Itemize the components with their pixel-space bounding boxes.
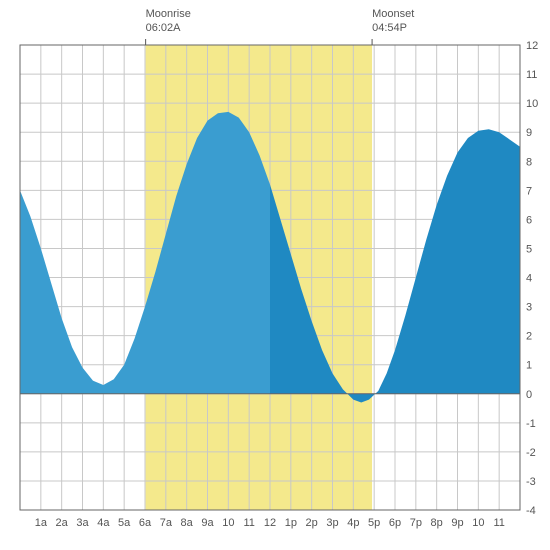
x-tick-label: 5a [118,517,131,529]
x-tick-label: 10 [222,517,234,529]
x-tick-label: 8p [431,517,443,529]
y-tick-label: -2 [526,447,536,459]
y-tick-label: 9 [526,127,532,139]
y-tick-label: 6 [526,214,532,226]
x-tick-label: 3p [326,517,338,529]
x-tick-label: 4p [347,517,359,529]
y-tick-label: -1 [526,418,536,430]
x-tick-label: 7p [410,517,422,529]
y-tick-label: 7 [526,185,532,197]
x-tick-label: 2a [56,517,69,529]
tide-chart: -4-3-2-101234567891011121a2a3a4a5a6a7a8a… [0,0,550,550]
x-tick-label: 8a [181,517,194,529]
x-tick-label: 11 [493,517,504,529]
y-tick-label: 1 [526,360,532,372]
x-tick-label: 9a [201,517,214,529]
x-tick-label: 6a [139,517,152,529]
y-tick-label: 3 [526,302,532,314]
y-tick-label: -3 [526,476,536,488]
y-tick-label: 0 [526,389,532,401]
x-tick-label: 3a [76,517,89,529]
moonrise-title: Moonrise [146,8,191,20]
moonset-time: 04:54P [372,22,407,34]
y-tick-label: 2 [526,331,532,343]
y-tick-label: -4 [526,505,536,517]
y-tick-label: 10 [526,98,538,110]
x-tick-label: 6p [389,517,401,529]
moonset-title: Moonset [372,8,414,20]
chart-svg: -4-3-2-101234567891011121a2a3a4a5a6a7a8a… [0,0,550,550]
x-tick-label: 1a [35,517,48,529]
x-tick-label: 11 [243,517,254,529]
x-tick-label: 1p [285,517,297,529]
y-tick-label: 5 [526,243,532,255]
y-tick-label: 8 [526,156,532,168]
y-tick-label: 12 [526,40,538,52]
x-tick-label: 4a [97,517,110,529]
x-tick-label: 2p [306,517,318,529]
x-tick-label: 9p [451,517,463,529]
y-tick-label: 4 [526,273,532,285]
x-tick-label: 7a [160,517,173,529]
x-tick-label: 12 [264,517,276,529]
moonrise-time: 06:02A [146,22,182,34]
x-tick-label: 10 [472,517,484,529]
y-tick-label: 11 [526,69,537,81]
x-tick-label: 5p [368,517,380,529]
